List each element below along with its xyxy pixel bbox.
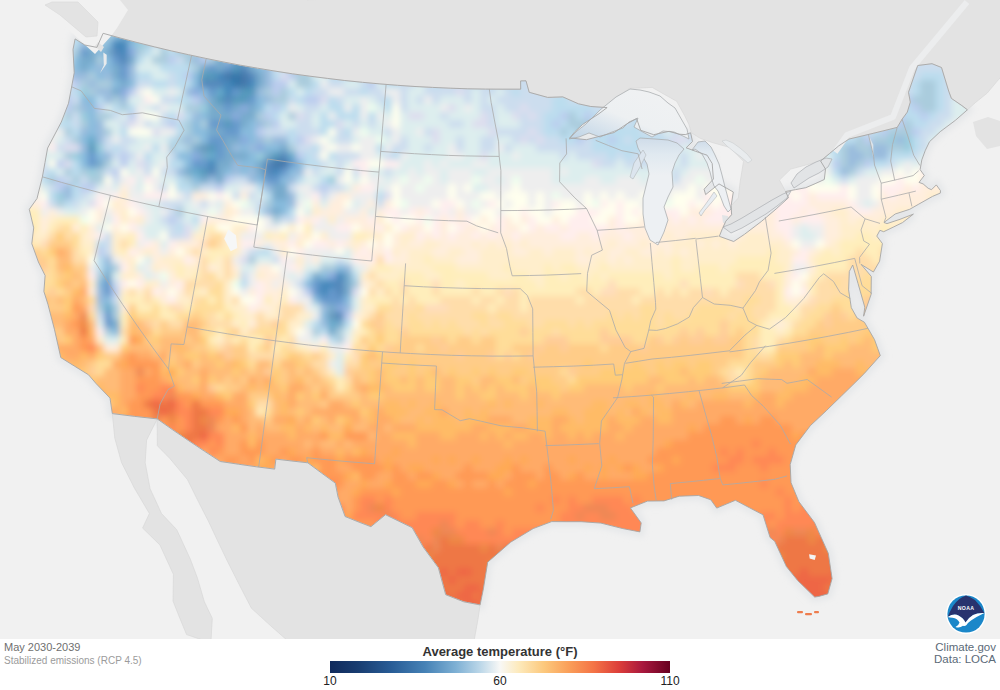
svg-text:Data: LOCA: Data: LOCA bbox=[934, 653, 996, 665]
svg-text:Stabilized emissions (RCP 4.5): Stabilized emissions (RCP 4.5) bbox=[4, 655, 142, 666]
svg-text:10: 10 bbox=[323, 674, 337, 688]
svg-text:110: 110 bbox=[660, 674, 679, 688]
svg-text:NOAA: NOAA bbox=[958, 605, 974, 611]
svg-text:Climate.gov: Climate.gov bbox=[935, 641, 996, 653]
svg-text:60: 60 bbox=[493, 674, 507, 688]
svg-text:May 2030-2039: May 2030-2039 bbox=[4, 641, 80, 653]
svg-text:Average temperature (°F): Average temperature (°F) bbox=[423, 644, 578, 659]
